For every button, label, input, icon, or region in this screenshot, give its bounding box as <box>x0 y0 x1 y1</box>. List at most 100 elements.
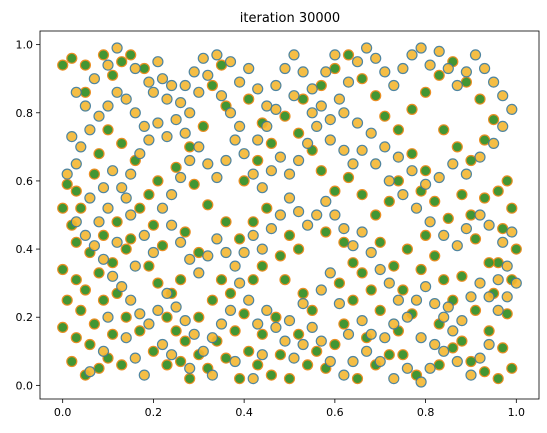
scatter-point-orange_group-144 <box>252 318 264 330</box>
scatter-point-orange_group-130 <box>401 362 413 374</box>
scatter-point-orange_group-81 <box>156 202 169 214</box>
scatter-point-orange_group-72 <box>238 148 250 160</box>
scatter-point-orange_group-69 <box>265 165 277 177</box>
y-axis: 0.0 0.2 0.4 0.6 0.8 1.0 <box>16 39 40 392</box>
scatter-point-orange_group-165 <box>84 192 96 204</box>
scatter-point-green_group-192 <box>175 355 187 368</box>
scatter-point-orange_group-17 <box>224 56 237 68</box>
scatter-point-orange_group-237 <box>415 332 427 344</box>
scatter-point-green_group-54 <box>224 287 237 299</box>
scatter-point-orange_group-191 <box>383 175 395 187</box>
scatter-point-orange_group-4 <box>102 100 114 112</box>
scatter-point-orange_group-42 <box>451 79 463 92</box>
scatter-point-orange_group-94 <box>274 209 286 221</box>
scatter-point-orange_group-213 <box>179 79 191 92</box>
scatter-point-green_group-65 <box>274 250 286 262</box>
scatter-point-orange_group-212 <box>161 93 173 105</box>
scatter-point-orange_group-233 <box>356 315 368 327</box>
scatter-point-orange_group-129 <box>415 376 427 388</box>
scatter-point-orange_group-95 <box>283 192 296 204</box>
scatter-point-orange_group-119 <box>501 260 513 272</box>
scatter-point-orange_group-30 <box>342 76 355 88</box>
scatter-point-orange_group-80 <box>166 189 178 201</box>
scatter-point-orange_group-16 <box>211 49 223 61</box>
scatter-point-green_group-43 <box>170 325 182 337</box>
x-axis: 0.0 0.2 0.4 0.6 0.8 1.0 <box>54 399 525 419</box>
scatter-point-green_group-119 <box>370 209 382 221</box>
scatter-point-orange_group-97 <box>302 219 314 231</box>
scatter-point-orange_group-148 <box>215 318 228 330</box>
scatter-point-green_group-86 <box>415 263 427 276</box>
scatter-point-green_group-68 <box>279 274 291 286</box>
scatter-point-orange_group-176 <box>188 66 200 78</box>
scatter-point-orange_group-76 <box>202 158 214 170</box>
scatter-point-green_group-158 <box>238 175 250 187</box>
scatter-point-orange_group-243 <box>138 229 150 241</box>
scatter-point-orange_group-127 <box>438 345 450 357</box>
scatter-point-green_group-182 <box>447 342 459 354</box>
scatter-point-orange_group-242 <box>125 209 137 221</box>
scatter-point-orange_group-217 <box>120 332 132 344</box>
scatter-point-orange_group-33 <box>370 52 382 64</box>
scatter-point-orange_group-153 <box>170 301 182 313</box>
scatter-point-orange_group-53 <box>447 158 459 170</box>
scatter-point-green_group-19 <box>75 304 87 316</box>
scatter-point-green_group-90 <box>438 274 450 286</box>
scatter-point-green_group-99 <box>483 325 495 337</box>
scatter-point-orange_group-211 <box>152 56 164 68</box>
scatter-point-orange_group-180 <box>234 120 246 133</box>
scatter-point-green_group-85 <box>397 284 409 296</box>
scatter-point-orange_group-108 <box>401 311 413 323</box>
scatter-point-orange_group-171 <box>143 134 155 146</box>
scatter-point-orange_group-219 <box>138 369 150 381</box>
scatter-point-orange_group-183 <box>270 103 282 116</box>
scatter-point-orange_group-201 <box>506 226 518 238</box>
scatter-point-green_group-55 <box>238 308 250 320</box>
scatter-point-orange_group-123 <box>483 338 495 351</box>
scatter-point-orange_group-166 <box>97 182 110 194</box>
scatter-point-orange_group-8 <box>138 120 150 133</box>
scatter-point-orange_group-157 <box>134 308 146 320</box>
scatter-point-green_group-111 <box>456 189 468 201</box>
scatter-point-green_group-183 <box>433 359 445 371</box>
scatter-point-orange_group-204 <box>79 100 92 112</box>
scatter-point-green_group-139 <box>460 76 472 88</box>
scatter-point-green_group-89 <box>429 250 441 262</box>
scatter-point-green_group-180 <box>456 270 468 282</box>
scatter-point-green_group-30 <box>93 267 105 279</box>
scatter-point-orange_group-195 <box>438 229 450 241</box>
scatter-point-orange_group-221 <box>166 349 178 361</box>
scatter-point-orange_group-96 <box>293 206 305 218</box>
scatter-point-green_group-14 <box>70 236 82 248</box>
scatter-point-green_group-67 <box>293 243 305 255</box>
scatter-point-green_group-136 <box>420 86 432 98</box>
scatter-point-orange_group-215 <box>84 366 96 378</box>
scatter-point-green_group-177 <box>388 260 400 272</box>
scatter-point-orange_group-140 <box>288 352 300 364</box>
scatter-point-green_group-7 <box>125 49 137 61</box>
scatter-point-green_group-118 <box>383 195 395 207</box>
scatter-point-orange_group-164 <box>70 216 82 228</box>
scatter-point-orange_group-102 <box>347 240 359 252</box>
scatter-point-orange_group-66 <box>293 154 305 167</box>
scatter-point-green_group-131 <box>356 73 368 85</box>
scatter-point-orange_group-71 <box>247 168 259 180</box>
scatter-point-orange_group-110 <box>420 281 432 293</box>
scatter-point-green_group-87 <box>401 243 413 255</box>
scatter-point-green_group-144 <box>451 141 463 153</box>
scatter-point-orange_group-178 <box>215 90 228 102</box>
scatter-point-orange_group-226 <box>256 349 268 361</box>
scatter-point-orange_group-0 <box>66 131 78 143</box>
scatter-point-orange_group-35 <box>388 79 400 92</box>
scatter-point-green_group-69 <box>297 287 309 299</box>
scatter-point-orange_group-64 <box>311 120 323 133</box>
scatter-point-orange_group-118 <box>492 274 504 286</box>
scatter-point-orange_group-222 <box>184 362 196 374</box>
scatter-point-orange_group-105 <box>374 263 386 276</box>
scatter-point-green_group-52 <box>206 294 218 306</box>
scatter-point-orange_group-181 <box>252 134 264 146</box>
scatter-point-orange_group-92 <box>256 243 268 255</box>
scatter-point-orange_group-121 <box>501 291 513 303</box>
scatter-point-orange_group-210 <box>143 76 155 88</box>
scatter-point-green_group-34 <box>134 202 146 214</box>
